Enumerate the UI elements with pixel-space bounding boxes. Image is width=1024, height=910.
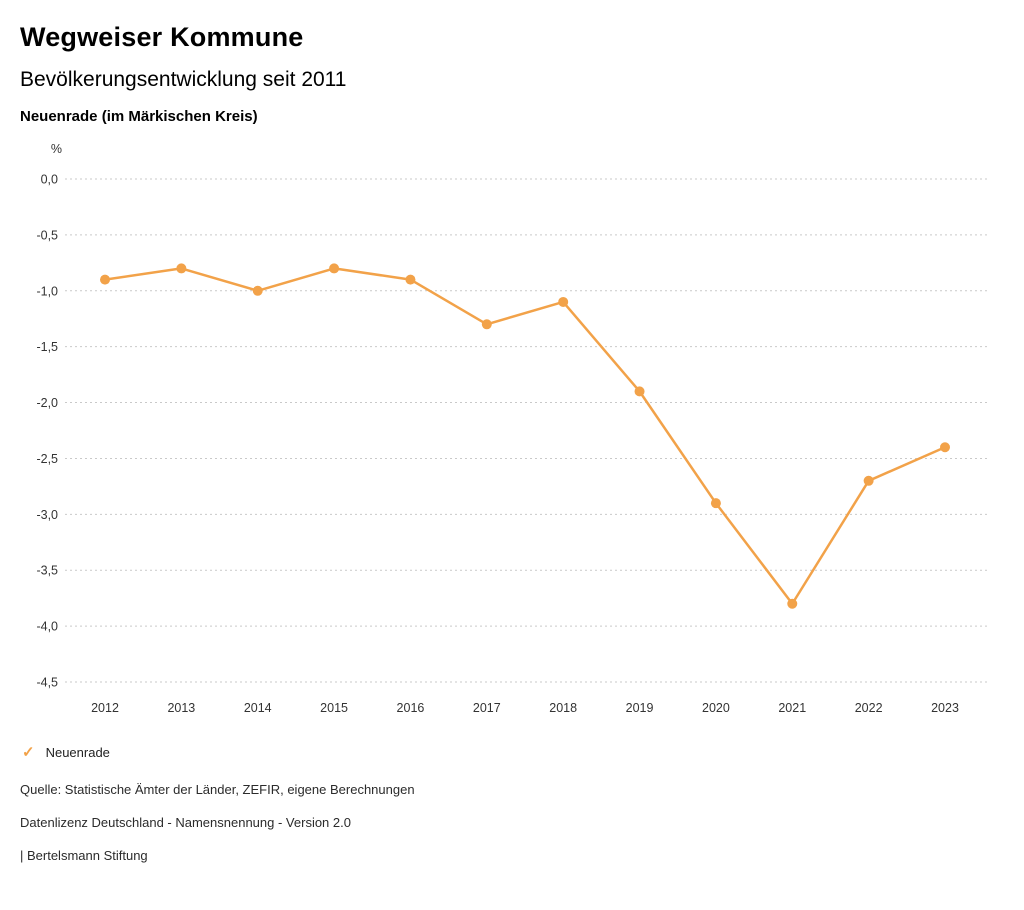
data-point[interactable] <box>481 319 492 330</box>
x-tick-label: 2012 <box>91 701 119 715</box>
chart-subtitle-location: Neuenrade (im Märkischen Kreis) <box>20 108 258 125</box>
y-tick-label: -3,5 <box>36 564 58 578</box>
data-point[interactable] <box>710 498 721 509</box>
data-point[interactable] <box>176 263 187 274</box>
data-point[interactable] <box>405 274 416 285</box>
data-point[interactable] <box>252 285 263 296</box>
y-tick-label: -1,5 <box>36 340 58 354</box>
series-line <box>103 267 947 606</box>
chart-legend: ✓ Neuenrade <box>22 745 1024 760</box>
x-tick-label: 2020 <box>702 701 730 715</box>
data-point[interactable] <box>940 442 950 453</box>
y-tick-label: -4,5 <box>36 676 58 690</box>
license-text: Datenlizenz Deutschland - Namensnennung … <box>20 815 351 830</box>
x-tick-label: 2018 <box>549 701 577 715</box>
data-point[interactable] <box>634 386 645 397</box>
data-point[interactable] <box>787 598 798 609</box>
chart-title: Bevölkerungsentwicklung seit 2011 <box>20 68 347 91</box>
y-tick-label: -0,5 <box>36 228 58 242</box>
legend-item-neuenrade[interactable]: ✓ Neuenrade <box>22 745 110 760</box>
check-icon: ✓ <box>22 744 35 761</box>
source-text: Quelle: Statistische Ämter der Länder, Z… <box>20 782 415 797</box>
y-axis-unit-label: % <box>51 142 62 156</box>
chart-canvas: % 0,0 -0,5 -1,0 -1,5 -2,0 -2,5 -3,0 -3,5 -4,0 -4,5… <box>36 142 990 715</box>
data-point[interactable] <box>100 274 110 285</box>
footer: Quelle: Statistische Ämter der Länder, Z… <box>20 782 1024 863</box>
y-tick-label: -1,0 <box>36 284 58 298</box>
x-tick-label: 2019 <box>626 701 654 715</box>
y-tick-label: -4,0 <box>36 620 58 634</box>
data-point[interactable] <box>329 263 340 274</box>
x-tick-label: 2022 <box>855 701 883 715</box>
attribution-text: | Bertelsmann Stiftung <box>20 848 148 863</box>
population-line-chart: % 0,0 -0,5 -1,0 -1,5 -2,0 -2,5 -3,0 -3,5 -4,0 -4,5… <box>0 129 1024 729</box>
data-point[interactable] <box>558 296 569 307</box>
x-tick-label: 2016 <box>397 701 425 715</box>
legend-label: Neuenrade <box>45 745 110 760</box>
data-point[interactable] <box>863 475 874 486</box>
x-tick-label: 2021 <box>778 701 806 715</box>
y-tick-label: -2,5 <box>36 452 58 466</box>
x-tick-label: 2013 <box>167 701 195 715</box>
page-title: Wegweiser Kommune <box>20 22 304 52</box>
y-tick-label: -2,0 <box>36 396 58 410</box>
y-tick-label: -3,0 <box>36 508 58 522</box>
x-tick-label: 2015 <box>320 701 348 715</box>
x-tick-label: 2017 <box>473 701 501 715</box>
x-tick-label: 2014 <box>244 701 272 715</box>
wegweiser-kommune-page: Wegweiser Kommune Bevölkerungsentwicklun… <box>0 22 1024 910</box>
y-tick-label: 0,0 <box>41 173 58 187</box>
x-tick-label: 2023 <box>931 701 959 715</box>
